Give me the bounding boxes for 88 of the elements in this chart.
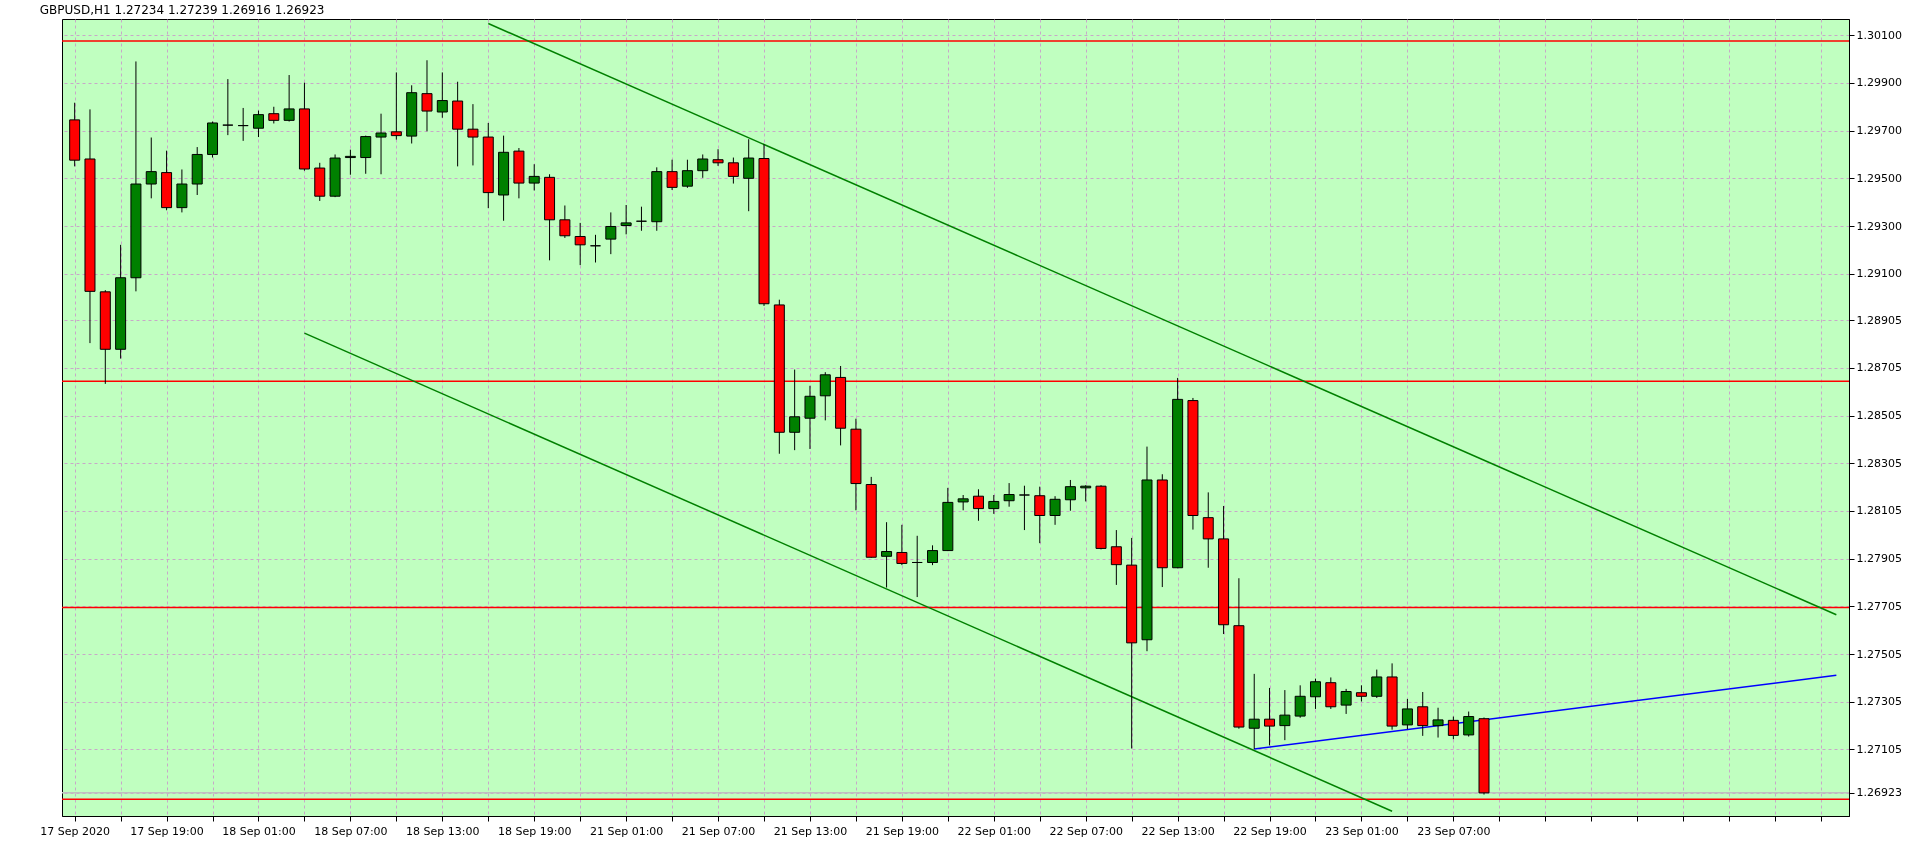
candlestick [881, 521, 893, 589]
candlestick [1294, 684, 1306, 719]
y-tick-label: 1.27505 [1856, 647, 1902, 661]
x-tick-label: 17 Sep 19:00 [130, 824, 204, 838]
y-tick-label: 1.28505 [1856, 409, 1902, 423]
candlestick [789, 369, 801, 451]
candlestick [390, 71, 402, 141]
x-tick-label: 23 Sep 07:00 [1417, 824, 1491, 838]
y-tick-label: 1.27305 [1856, 695, 1902, 709]
candlestick [1064, 479, 1076, 512]
candlestick [620, 204, 632, 235]
candlestick [145, 137, 157, 199]
candlestick [237, 107, 249, 142]
x-tick-label: 21 Sep 07:00 [681, 824, 756, 838]
candlestick [1310, 678, 1321, 710]
candlestick [972, 488, 984, 522]
y-tick-label: 1.28705 [1856, 361, 1902, 375]
y-tick-label: 1.29100 [1856, 267, 1902, 281]
y-tick-label: 1.28305 [1856, 456, 1902, 470]
x-tick-label: 18 Sep 01:00 [222, 824, 296, 838]
candlestick [283, 74, 295, 123]
candlestick [681, 159, 693, 189]
candlestick [1110, 529, 1122, 586]
candlestick [1279, 689, 1291, 741]
candlestick [1432, 707, 1444, 739]
candlestick [896, 524, 908, 566]
y-tick-label: 1.27105 [1856, 742, 1902, 756]
candlestick [1003, 482, 1015, 508]
candlestick [605, 211, 617, 255]
x-tick-label: 18 Sep 07:00 [314, 824, 388, 838]
candlestick [1049, 495, 1061, 526]
candlestick [727, 157, 739, 185]
candlestick [1447, 716, 1459, 740]
x-tick-label: 22 Sep 13:00 [1141, 824, 1215, 838]
x-tick-label: 18 Sep 13:00 [406, 824, 480, 838]
candlestick [467, 103, 479, 166]
x-tick-label: 22 Sep 07:00 [1049, 824, 1123, 838]
y-tick-label: 1.26923 [1856, 786, 1902, 800]
x-tick-label: 23 Sep 01:00 [1325, 824, 1399, 838]
candlestick [1202, 491, 1214, 569]
candlestick [1264, 687, 1276, 746]
y-tick-label: 1.29300 [1856, 219, 1902, 233]
x-tick-label: 21 Sep 01:00 [589, 824, 664, 838]
candlestick [911, 535, 923, 598]
candlestick [1340, 688, 1352, 715]
y-tick-label: 1.30100 [1856, 28, 1902, 42]
candlestick [590, 234, 601, 263]
y-tick-label: 1.27705 [1856, 599, 1902, 613]
candlestick [252, 110, 264, 138]
candlestick [1463, 711, 1475, 738]
candlestick [1034, 486, 1046, 544]
x-tick-label: 18 Sep 19:00 [498, 824, 572, 838]
candlestick [344, 149, 356, 176]
candlestick [436, 71, 448, 119]
candlestick [712, 148, 724, 167]
candlestick [804, 385, 816, 450]
y-tick-label: 1.28905 [1856, 313, 1902, 327]
chart-title: GBPUSD,H1 1.27234 1.27239 1.26916 1.26923 [39, 3, 325, 17]
y-tick-label: 1.27905 [1856, 552, 1902, 566]
x-tick-label: 21 Sep 19:00 [865, 824, 940, 838]
candlestick [1401, 698, 1413, 730]
candlestick [1248, 673, 1260, 750]
candlestick [1018, 485, 1030, 531]
candlestick [375, 113, 387, 175]
candlestick [697, 153, 709, 179]
candlestick [1371, 669, 1383, 699]
candlestick [421, 59, 433, 132]
candlestick [528, 163, 540, 191]
x-tick-label: 17 Sep 2020 [40, 824, 111, 838]
candlestick [559, 204, 571, 239]
y-tick-label: 1.29500 [1856, 171, 1902, 185]
candlestick [666, 159, 678, 191]
candlestick [635, 206, 647, 232]
x-tick-label: 22 Sep 19:00 [1233, 824, 1307, 838]
candlestick [743, 138, 755, 212]
candlestick [1417, 691, 1429, 737]
y-tick-label: 1.29700 [1856, 124, 1902, 138]
candlestick [222, 78, 234, 136]
x-tick-label: 22 Sep 01:00 [957, 824, 1032, 838]
candlestick [574, 222, 586, 266]
candlestick [927, 544, 939, 566]
y-tick-label: 1.28105 [1856, 504, 1902, 518]
x-tick-label: 21 Sep 13:00 [773, 824, 848, 838]
candlestick [360, 135, 372, 175]
candlestick [176, 168, 188, 213]
candlestick [988, 494, 1000, 515]
y-tick-label: 1.29900 [1856, 76, 1902, 90]
candlestick [819, 371, 831, 421]
